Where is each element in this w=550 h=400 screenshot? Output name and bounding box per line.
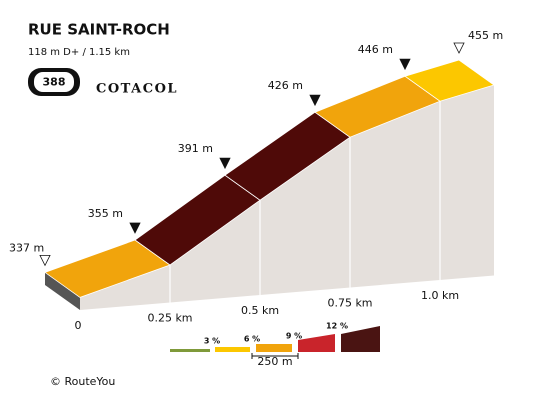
elevation-label: 337 m [9,241,44,254]
badge-number: 388 [43,76,66,89]
x-tick-label: 0.5 km [241,304,279,317]
scale-label: 250 m [257,355,292,368]
elevation-marker [399,58,411,71]
subtitle: 118 m D+ / 1.15 km [28,47,130,58]
elevation-marker [309,94,321,107]
brand: COTACOL [96,82,178,97]
legend-swatch [256,344,292,352]
legend-swatch [341,326,380,352]
x-tick-label: 0.75 km [327,297,372,310]
legend-label: 3 % [204,337,220,346]
profile-wall [80,85,494,310]
legend-swatch [170,349,210,352]
title: RUE SAINT-ROCH [28,21,170,39]
elevation-label: 391 m [178,142,213,155]
legend-swatch [298,334,335,352]
x-tick-label: 1.0 km [421,289,459,302]
elevation-marker [219,157,231,170]
footer: © RouteYou [50,375,115,388]
legend-label: 9 % [286,332,302,341]
elevation-label: 455 m [468,29,503,42]
elevation-marker [39,254,51,267]
x-tick-label: 0.25 km [147,312,192,325]
legend-label: 12 % [326,322,348,331]
legend-label: 6 % [244,335,260,344]
elevation-marker [453,42,465,54]
elevation-label: 426 m [268,79,303,92]
left-face [45,272,80,310]
elevation-label: 446 m [358,43,393,56]
x-tick-label: 0 [75,319,82,332]
segment [404,59,495,102]
elevation-label: 355 m [88,207,123,220]
badge-inner [34,72,74,92]
elevation-marker [129,222,141,234]
legend-swatch [215,347,250,352]
